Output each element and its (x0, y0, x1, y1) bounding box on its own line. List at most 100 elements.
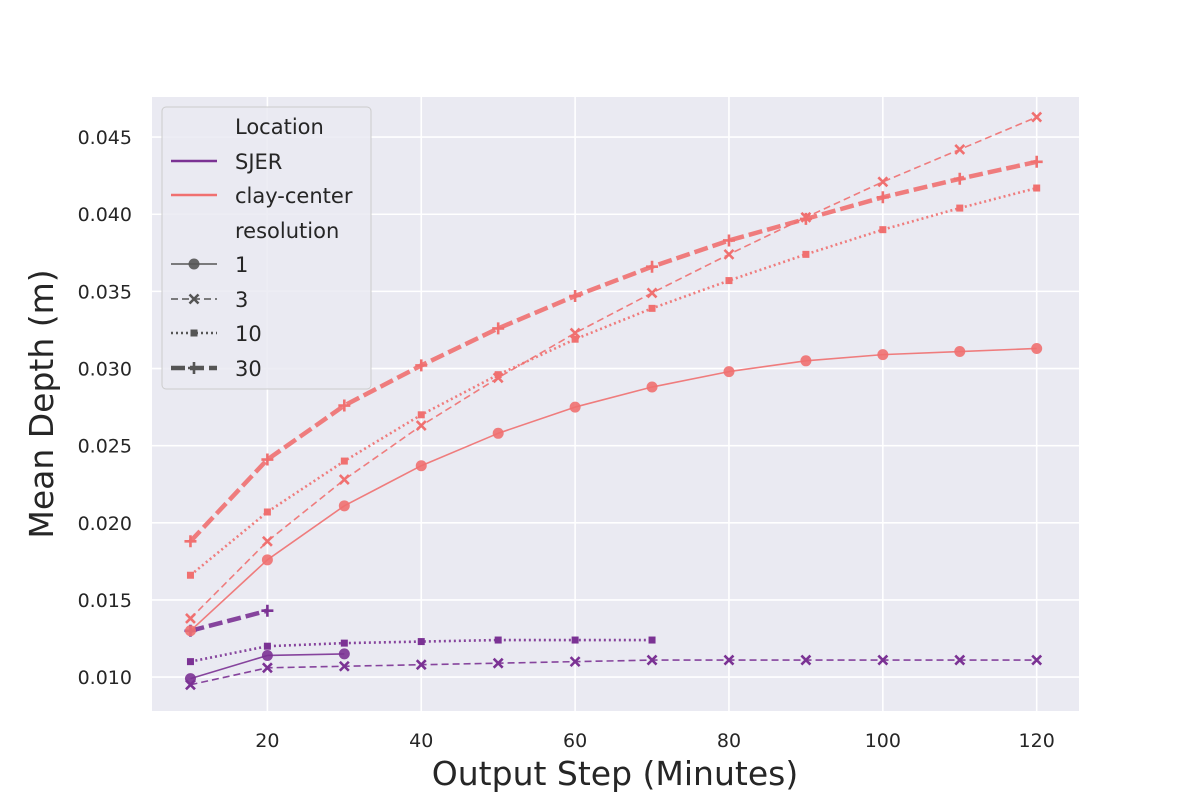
data-point-clay-center-res-1 (415, 460, 427, 472)
series-line-clay-center-res-10 (189, 186, 1038, 577)
data-point-clay-center-res-30 (338, 399, 351, 412)
data-point-clay-center-res-10 (879, 226, 887, 234)
data-point-clay-center-res-3 (415, 420, 427, 432)
data-point-clay-center-res-1 (723, 366, 735, 378)
data-point-clay-center-res-10 (340, 457, 348, 465)
legend-marker-res-3 (188, 293, 200, 305)
data-point-clay-center-res-30 (1030, 155, 1043, 168)
x-tick-label: 100 (865, 730, 901, 752)
legend-style-swatches (171, 258, 217, 374)
data-point-clay-center-res-1 (338, 500, 350, 512)
legend-title-location: Location (235, 115, 324, 139)
data-point-clay-center-res-1 (261, 554, 273, 566)
data-point-SJER-res-3 (415, 659, 427, 671)
data-point-SJER-res-3 (185, 679, 196, 691)
x-tick-label: 80 (717, 730, 741, 752)
data-point-clay-center-res-30 (646, 260, 659, 273)
data-point-clay-center-res-10 (956, 204, 964, 212)
data-point-clay-center-res-30 (953, 172, 966, 185)
legend-label-res-30: 30 (235, 357, 262, 381)
data-point-SJER-res-3 (646, 654, 658, 666)
data-point-SJER-res-10 (186, 658, 194, 666)
x-tick-label: 20 (255, 730, 279, 752)
y-tick-label: 0.020 (78, 513, 132, 535)
data-point-clay-center-res-10 (725, 277, 733, 285)
data-point-clay-center-res-3 (261, 535, 273, 547)
y-tick-label: 0.035 (78, 281, 132, 303)
data-point-clay-center-res-1 (877, 349, 889, 361)
data-point-SJER-res-3 (338, 660, 350, 672)
data-point-SJER-res-10 (417, 638, 425, 646)
data-point-SJER-res-10 (571, 636, 579, 644)
data-point-SJER-res-3 (954, 654, 966, 666)
data-point-SJER-res-3 (800, 654, 812, 666)
legend-box (161, 106, 372, 390)
x-tick-label: 40 (409, 730, 433, 752)
legend-title-resolution: resolution (235, 219, 339, 243)
data-point-clay-center-res-30 (569, 290, 582, 303)
series-markers (184, 111, 1043, 691)
data-point-clay-center-res-3 (1031, 111, 1043, 123)
legend-label-res-3: 3 (235, 288, 248, 312)
data-point-SJER-res-10 (340, 639, 348, 647)
series-line-clay-center-res-30 (188, 159, 1038, 543)
data-point-clay-center-res-1 (646, 381, 658, 393)
data-point-clay-center-res-1 (954, 346, 966, 358)
series-line-SJER-res-30 (189, 608, 268, 633)
y-tick-label: 0.025 (78, 436, 132, 458)
legend-marker-res-10 (190, 329, 198, 337)
data-point-SJER-res-30 (261, 604, 274, 617)
data-point-SJER-res-3 (492, 657, 504, 669)
data-point-clay-center-res-1 (184, 625, 196, 637)
data-point-clay-center-res-30 (876, 191, 889, 204)
data-point-SJER-res-3 (723, 654, 735, 666)
data-point-clay-center-res-10 (494, 371, 502, 379)
data-point-clay-center-res-3 (723, 248, 735, 260)
legend-marker-res-1 (188, 258, 200, 270)
data-point-SJER-res-10 (494, 636, 502, 644)
data-point-clay-center-res-30 (722, 234, 735, 247)
y-axis-ticks: 0.010 0.015 0.020 0.025 0.030 0.035 0.040 0.045 (78, 127, 132, 689)
data-point-SJER-res-1 (261, 649, 273, 661)
data-point-clay-center-res-30 (415, 359, 428, 372)
legend-marker-res-30 (188, 362, 200, 374)
legend-label-clay-center: clay-center (235, 184, 353, 208)
series-line-clay-center-res-1 (189, 347, 1037, 632)
data-point-clay-center-res-3 (185, 613, 196, 624)
data-point-clay-center-res-1 (492, 427, 504, 439)
data-point-clay-center-res-10 (1033, 184, 1041, 192)
x-axis-ticks: 20 40 60 80 100 120 (255, 730, 1055, 752)
data-point-clay-center-res-30 (492, 322, 505, 335)
data-point-clay-center-res-3 (338, 474, 350, 486)
data-point-clay-center-res-3 (646, 287, 658, 299)
y-axis-title: Mean Depth (m) (22, 269, 61, 538)
data-point-clay-center-res-10 (802, 250, 810, 258)
data-point-clay-center-res-10 (186, 571, 194, 579)
legend: Location SJER clay-center resolution 1 3… (161, 106, 372, 390)
data-point-clay-center-res-1 (569, 401, 581, 413)
y-tick-label: 0.010 (78, 667, 132, 689)
data-point-SJER-res-10 (648, 636, 656, 644)
data-point-clay-center-res-10 (263, 508, 271, 516)
y-tick-label: 0.045 (78, 127, 132, 149)
data-point-clay-center-res-30 (261, 453, 274, 466)
data-point-SJER-res-3 (261, 662, 273, 674)
legend-label-res-10: 10 (235, 322, 262, 346)
data-point-SJER-res-3 (569, 656, 581, 668)
data-point-clay-center-res-30 (184, 535, 197, 548)
data-point-clay-center-res-10 (571, 335, 579, 343)
x-tick-label: 60 (563, 730, 587, 752)
data-point-SJER-res-3 (1031, 654, 1043, 666)
data-point-SJER-res-1 (338, 648, 350, 660)
y-tick-label: 0.030 (78, 359, 132, 381)
data-point-clay-center-res-3 (877, 176, 889, 188)
data-point-SJER-res-3 (877, 654, 889, 666)
data-point-SJER-res-10 (263, 642, 271, 650)
data-point-clay-center-res-1 (1031, 342, 1043, 354)
series-line-SJER-res-3 (190, 659, 1037, 686)
legend-label-res-1: 1 (235, 253, 248, 277)
y-tick-label: 0.040 (78, 204, 132, 226)
legend-label-sjer: SJER (235, 150, 282, 174)
x-axis-title: Output Step (Minutes) (432, 754, 798, 793)
